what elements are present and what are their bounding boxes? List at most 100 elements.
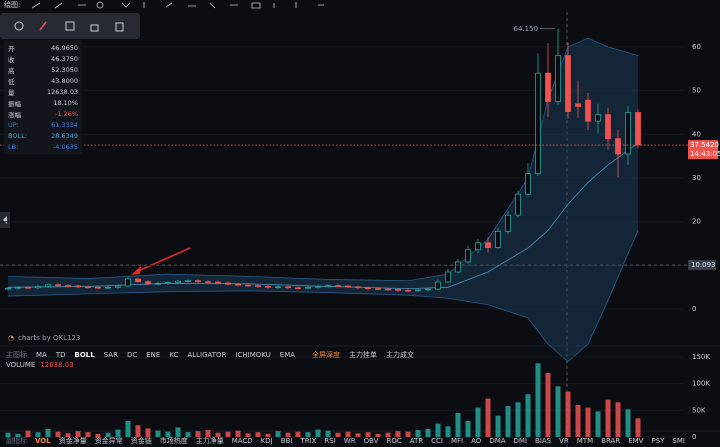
candle-body bbox=[485, 242, 491, 248]
info-label: 开 bbox=[8, 44, 15, 53]
candle-body bbox=[205, 281, 211, 283]
candle-body bbox=[165, 282, 171, 284]
volume-tick-label: 150K bbox=[692, 353, 710, 361]
bollinger-middle bbox=[7, 142, 639, 290]
sub-indicator-tab[interactable]: MACD bbox=[231, 436, 253, 445]
indicator-tab[interactable]: MA bbox=[36, 350, 47, 359]
sub-indicator-tab[interactable]: 资金净量 bbox=[58, 436, 87, 445]
sub-indicator-tab[interactable]: BIAS bbox=[535, 436, 552, 445]
candle-body bbox=[395, 289, 401, 291]
candle-body bbox=[325, 285, 331, 287]
indicator-tabs: 主图标 MA TD BOLL SAR DC ENE KC ALLIGATOR ICHIMOKU EM… bbox=[6, 350, 414, 359]
volume-bar bbox=[205, 430, 211, 437]
volume-bar bbox=[185, 432, 191, 437]
toolbar-label: 绘图: bbox=[4, 1, 21, 9]
sub-indicator-tab[interactable]: SMI bbox=[672, 436, 685, 445]
sub-indicator-tab[interactable]: DMA bbox=[489, 436, 506, 445]
sub-indicator-tab[interactable]: BBI bbox=[280, 436, 293, 445]
sub-indicator-tab[interactable]: WR bbox=[343, 436, 356, 445]
sub-indicator-tab[interactable]: VOL bbox=[35, 436, 51, 445]
info-label: 收 bbox=[8, 55, 15, 64]
info-row: 高 52.3050 bbox=[8, 64, 78, 75]
icon-fit[interactable] bbox=[65, 21, 75, 31]
volume-bar bbox=[75, 431, 81, 437]
sub-indicator-tab[interactable]: MFI bbox=[450, 436, 464, 445]
volume-bar bbox=[515, 402, 521, 437]
sub-indicator-tab[interactable]: CCI bbox=[431, 436, 443, 445]
volume-bar bbox=[445, 426, 451, 437]
volume-bar bbox=[325, 430, 331, 437]
sub-indicator-tab[interactable]: OBV bbox=[363, 436, 379, 445]
indicator-tab[interactable]: ICHIMOKU bbox=[235, 350, 271, 359]
volume-bar bbox=[175, 427, 181, 437]
info-value: 46.9650 bbox=[51, 43, 78, 52]
candle-body bbox=[45, 284, 51, 287]
candle-body bbox=[305, 286, 311, 289]
icon-pen[interactable] bbox=[39, 21, 47, 31]
info-label: 量 bbox=[8, 88, 15, 97]
info-label: 振幅 bbox=[8, 99, 21, 108]
indicator-tab[interactable]: BOLL bbox=[74, 350, 95, 359]
indicator-tab[interactable]: DC bbox=[126, 350, 138, 359]
sub-indicator-tab[interactable]: 资金链 bbox=[130, 436, 152, 445]
indicator-tab[interactable]: 主力挂单 bbox=[349, 350, 378, 359]
icon-rotate[interactable] bbox=[14, 21, 24, 31]
candle-body bbox=[625, 112, 631, 155]
volume-bar bbox=[555, 386, 561, 437]
indicator-tab[interactable]: ENE bbox=[146, 350, 161, 359]
candle-body bbox=[425, 288, 431, 291]
indicator-tab[interactable]: TD bbox=[55, 350, 66, 359]
sub-indicator-tab[interactable]: BRAR bbox=[601, 436, 621, 445]
volume-bar bbox=[275, 431, 281, 437]
info-value: 18.10% bbox=[53, 98, 78, 107]
sub-indicator-tab[interactable]: PSY bbox=[651, 436, 665, 445]
sub-indicator-tabs: 副指标 VOL 资金净量 资金异常 资金链 市场热度 主力净量 MACD KDJ BBI TRIX R… bbox=[6, 436, 685, 445]
candle-body bbox=[545, 72, 551, 102]
info-row: 涨幅 -1.26% bbox=[8, 108, 78, 119]
sub-indicator-tab[interactable]: 资金异常 bbox=[94, 436, 123, 445]
volume-bar bbox=[95, 433, 101, 437]
icon-lock[interactable] bbox=[90, 24, 99, 32]
sub-indicator-tab[interactable]: RSI bbox=[324, 436, 336, 445]
indicator-tab[interactable]: 主力成交 bbox=[386, 350, 415, 359]
volume-bar bbox=[535, 363, 541, 437]
volume-bar bbox=[565, 391, 571, 437]
icon-delete[interactable] bbox=[115, 22, 124, 32]
volume-bar bbox=[155, 430, 161, 437]
volume-bar bbox=[455, 412, 461, 437]
sub-indicator-tab[interactable]: 主力净量 bbox=[195, 436, 224, 445]
sub-indicator-tab[interactable]: DMI bbox=[513, 436, 528, 445]
info-label: LB: bbox=[8, 142, 19, 151]
volume-bar bbox=[585, 407, 591, 437]
sub-indicator-tab[interactable]: ATR bbox=[409, 436, 424, 445]
sub-indicator-tab[interactable]: AO bbox=[471, 436, 482, 445]
candle-body bbox=[115, 285, 121, 288]
indicator-tab[interactable]: KC bbox=[169, 350, 179, 359]
sub-indicator-tab[interactable]: ROC bbox=[386, 436, 402, 445]
volume-bar bbox=[125, 420, 131, 437]
sub-indicator-tab[interactable]: 市场热度 bbox=[159, 436, 188, 445]
indicator-tab[interactable]: 全屏深度 bbox=[312, 350, 341, 359]
volume-bar bbox=[115, 429, 121, 437]
sub-indicator-tab[interactable]: KDJ bbox=[260, 436, 273, 445]
candle-body bbox=[25, 286, 31, 289]
candle-body bbox=[455, 261, 461, 273]
indicator-tab[interactable]: EMA bbox=[279, 350, 296, 359]
candle-body bbox=[85, 286, 91, 289]
sub-indicator-tab[interactable]: MTM bbox=[576, 436, 594, 445]
candle-body bbox=[575, 103, 581, 107]
sub-indicator-tab[interactable]: VR bbox=[559, 436, 569, 445]
indicator-tab[interactable]: ALLIGATOR bbox=[187, 350, 227, 359]
volume-bar bbox=[165, 431, 171, 437]
indicator-tab[interactable]: SAR bbox=[103, 350, 118, 359]
candle-body bbox=[125, 278, 131, 287]
candle-body bbox=[155, 282, 161, 285]
info-label: BOLL: bbox=[8, 131, 27, 140]
sub-indicator-tab[interactable]: EMV bbox=[628, 436, 644, 445]
sub-indicator-tab[interactable]: TRIX bbox=[300, 436, 317, 445]
info-panel: 开 46.9650 收 46.3750 高 52.3050 低 43.8000 量 12638.0… bbox=[4, 40, 82, 154]
candle-body bbox=[505, 214, 511, 232]
volume-bar bbox=[375, 433, 381, 437]
volume-bar bbox=[605, 399, 611, 437]
